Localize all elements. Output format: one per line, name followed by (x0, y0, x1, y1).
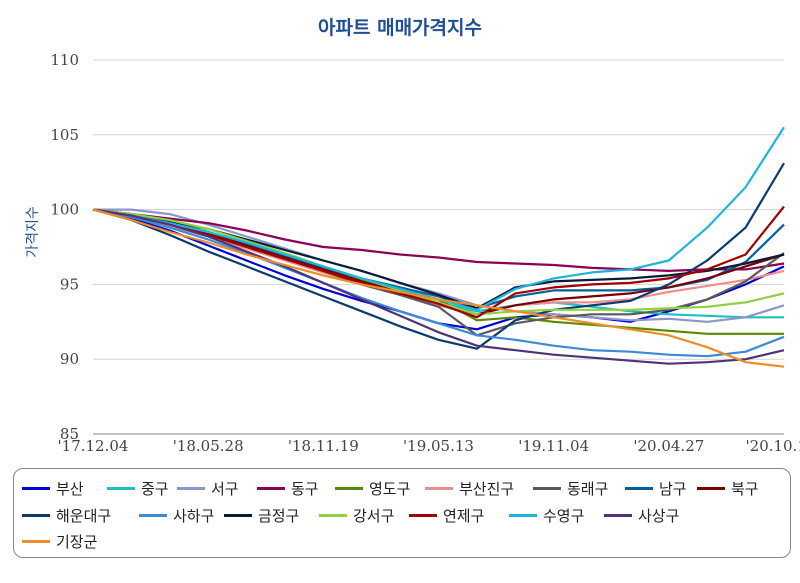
legend-label: 중구 (141, 479, 169, 498)
y-axis-title: 가격지수 (25, 206, 41, 258)
legend-label: 사상구 (638, 506, 680, 525)
x-tick-labels: '17.12.04 '18.05.28 '18.11.19 '19.05.13 '19.… (58, 437, 800, 455)
series-line (92, 205, 785, 319)
legend-label: 영도구 (369, 479, 411, 498)
legend-item: 서구 (177, 478, 239, 498)
legend-swatch (409, 513, 437, 517)
legend-label: 연제구 (443, 506, 485, 525)
series-line (92, 208, 785, 358)
legend-item: 사하구 (139, 505, 214, 525)
legend-item: 중구 (107, 478, 169, 498)
series-line (93, 208, 785, 323)
y-tick-label: 110 (50, 51, 79, 69)
legend-item: 영도구 (335, 478, 410, 498)
legend-label: 금정구 (258, 506, 300, 525)
legend-item: 부산진구 (425, 478, 514, 498)
legend-item: 연제구 (409, 505, 484, 525)
legend-swatch (177, 486, 205, 490)
legend-swatch (425, 486, 453, 490)
series-line (92, 208, 785, 368)
legend-item: 사상구 (604, 505, 679, 525)
x-tick-label: '18.11.19 (288, 437, 359, 455)
series-line (92, 208, 785, 365)
legend-label: 서구 (211, 479, 239, 498)
legend-swatch (107, 486, 135, 490)
legend-swatch (604, 513, 632, 517)
legend-label: 남구 (659, 479, 687, 498)
x-tick-label: '20.04.27 (633, 437, 704, 455)
y-tick-label: 100 (50, 201, 79, 219)
legend-label: 기장군 (56, 532, 98, 551)
legend-item: 동래구 (533, 478, 608, 498)
legend-label: 강서구 (353, 506, 395, 525)
y-tick-label: 90 (60, 350, 79, 368)
legend-label: 부산진구 (459, 479, 515, 498)
legend-label: 수영구 (543, 506, 585, 525)
y-tick-labels: 85 90 95 100 105 110 (50, 51, 79, 443)
legend-item: 부산 (22, 478, 84, 498)
legend-swatch (22, 513, 50, 517)
legend-label: 부산 (56, 479, 84, 498)
legend-swatch (533, 486, 561, 490)
series-line (92, 162, 785, 350)
legend-label: 동구 (291, 479, 319, 498)
series-line (92, 208, 785, 272)
legend-item: 기장군 (22, 531, 97, 551)
legend-label: 해운대구 (56, 506, 112, 525)
legend-swatch (257, 486, 285, 490)
legend-swatch (625, 486, 653, 490)
x-tick-label: '20.10.19 (746, 437, 800, 455)
legend-item: 북구 (697, 478, 759, 498)
x-tick-label: '18.05.28 (173, 437, 244, 455)
legend-label: 동래구 (567, 479, 609, 498)
legend-item: 남구 (625, 478, 687, 498)
legend-swatch (139, 513, 167, 517)
chart-title: 아파트 매매가격지수 (318, 17, 482, 39)
legend-item: 강서구 (319, 505, 394, 525)
legend-label: 북구 (731, 479, 759, 498)
legend-item: 수영구 (509, 505, 584, 525)
legend-label: 사하구 (173, 506, 215, 525)
series-lines (92, 126, 785, 368)
y-tick-label: 85 (60, 425, 79, 443)
legend-item: 해운대구 (22, 505, 111, 525)
legend-swatch (22, 539, 50, 543)
legend-swatch (319, 513, 347, 517)
x-tick-label: '17.12.04 (58, 437, 129, 455)
legend-swatch (697, 486, 725, 490)
legend-swatch (224, 513, 252, 517)
series-line (92, 126, 785, 311)
y-tick-label: 105 (50, 126, 79, 144)
legend-item: 금정구 (224, 505, 299, 525)
legend-swatch (509, 513, 537, 517)
legend-item: 동구 (257, 478, 319, 498)
series-line (92, 208, 785, 316)
y-tick-label: 95 (60, 275, 79, 293)
legend-swatch (22, 486, 50, 490)
x-tick-label: '19.05.13 (403, 437, 474, 455)
legend-swatch (335, 486, 363, 490)
x-tick-label: '19.11.04 (518, 437, 589, 455)
